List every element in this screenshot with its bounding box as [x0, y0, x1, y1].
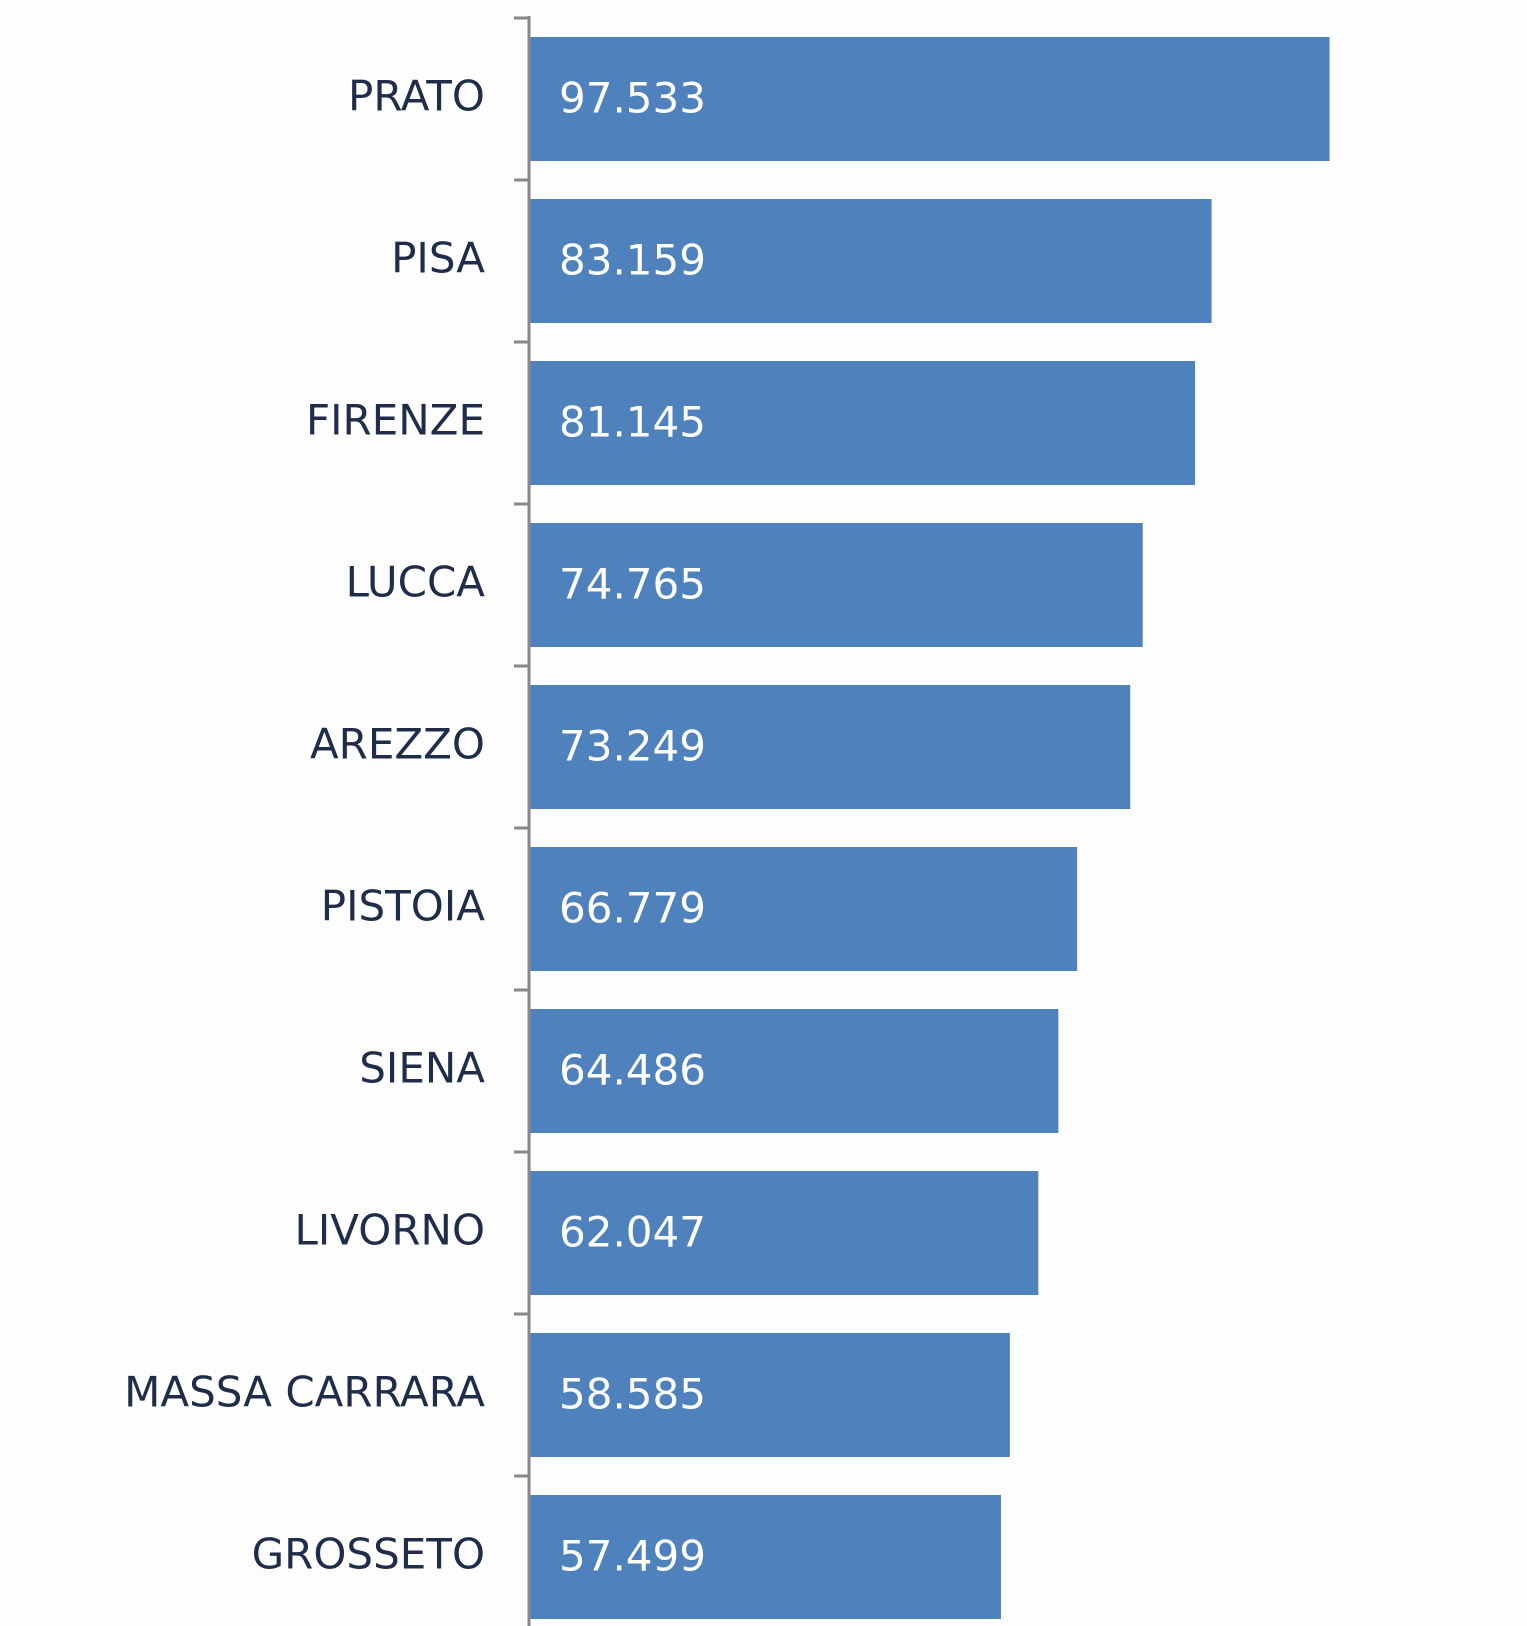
category-label: LIVORNO: [295, 1206, 486, 1255]
bar: [529, 847, 1078, 971]
category-label: MASSA CARRARA: [124, 1368, 485, 1417]
value-label: 74.765: [559, 560, 706, 609]
bar: [529, 1495, 1001, 1619]
category-label: LUCCA: [346, 558, 486, 607]
bar: [529, 361, 1196, 485]
category-label: PISTOIA: [321, 882, 485, 931]
bar: [529, 523, 1143, 647]
category-label: SIENA: [359, 1044, 485, 1093]
value-label: 73.249: [559, 722, 706, 771]
bar: [529, 37, 1330, 161]
value-label: 57.499: [559, 1532, 706, 1581]
value-label: 64.486: [559, 1046, 706, 1095]
bar: [529, 1009, 1059, 1133]
category-label: PRATO: [348, 72, 485, 121]
category-label: GROSSETO: [252, 1530, 485, 1579]
value-label: 62.047: [559, 1208, 706, 1257]
value-label: 66.779: [559, 884, 706, 933]
bar: [529, 1333, 1010, 1457]
category-label: FIRENZE: [306, 396, 485, 445]
bar: [529, 685, 1131, 809]
value-label: 97.533: [559, 74, 706, 123]
category-label: PISA: [391, 234, 485, 283]
value-label: 81.145: [559, 398, 706, 447]
category-label: AREZZO: [310, 720, 485, 769]
value-label: 83.159: [559, 236, 706, 285]
bar: [529, 199, 1212, 323]
value-label: 58.585: [559, 1370, 706, 1419]
bar: [529, 1171, 1039, 1295]
